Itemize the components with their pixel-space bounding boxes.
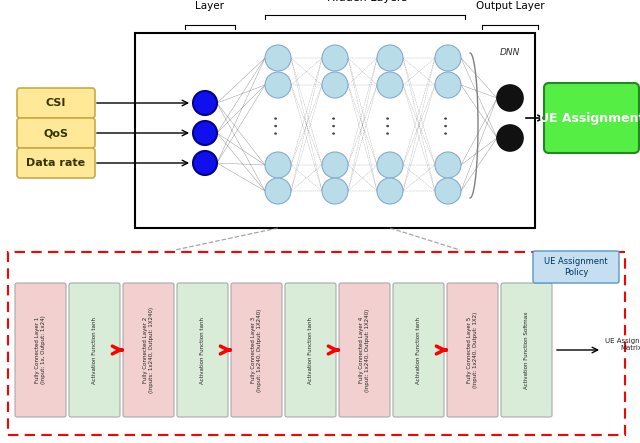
Text: Activation Function Softmax: Activation Function Softmax (524, 311, 529, 389)
FancyBboxPatch shape (135, 33, 535, 228)
Circle shape (265, 45, 291, 71)
Text: Activation Function tanh: Activation Function tanh (308, 316, 313, 384)
FancyBboxPatch shape (501, 283, 552, 417)
FancyBboxPatch shape (231, 283, 282, 417)
FancyBboxPatch shape (17, 88, 95, 118)
Text: UE Assignment
Matrix: UE Assignment Matrix (605, 338, 640, 351)
FancyBboxPatch shape (285, 283, 336, 417)
Circle shape (193, 91, 217, 115)
Circle shape (377, 45, 403, 71)
Text: Fully Connected Layer 1
(Input: 1x, Output: 1x24): Fully Connected Layer 1 (Input: 1x, Outp… (35, 315, 46, 385)
Text: Activation Function tanh: Activation Function tanh (200, 316, 205, 384)
Text: • • •: • • • (444, 115, 452, 135)
Circle shape (322, 72, 348, 98)
Text: Output Layer: Output Layer (476, 1, 544, 11)
Circle shape (377, 72, 403, 98)
Circle shape (193, 151, 217, 175)
Text: Fully Connected Layer 3
(Input: 1x240, Output: 1X240): Fully Connected Layer 3 (Input: 1x240, O… (251, 308, 262, 392)
Text: CSI: CSI (46, 98, 66, 108)
Text: Fully Connected Layer 2
(Inputs: 1x240, Output: 1X240): Fully Connected Layer 2 (Inputs: 1x240, … (143, 307, 154, 393)
Circle shape (497, 85, 523, 111)
FancyBboxPatch shape (447, 283, 498, 417)
Circle shape (435, 45, 461, 71)
FancyBboxPatch shape (339, 283, 390, 417)
FancyBboxPatch shape (533, 251, 619, 283)
Text: Hidden Layers: Hidden Layers (327, 0, 407, 3)
Circle shape (265, 178, 291, 204)
Circle shape (435, 178, 461, 204)
Text: Data rate: Data rate (26, 158, 86, 168)
FancyBboxPatch shape (544, 83, 639, 153)
Bar (8, 252, 625, 435)
Circle shape (265, 72, 291, 98)
Circle shape (377, 152, 403, 178)
Text: QoS: QoS (44, 128, 68, 138)
Circle shape (322, 152, 348, 178)
Text: Activation Function tanh: Activation Function tanh (92, 316, 97, 384)
FancyBboxPatch shape (15, 283, 66, 417)
Circle shape (193, 121, 217, 145)
Circle shape (377, 178, 403, 204)
Circle shape (497, 125, 523, 151)
Text: Activation Function tanh: Activation Function tanh (416, 316, 421, 384)
Text: • • •: • • • (330, 115, 339, 135)
FancyBboxPatch shape (69, 283, 120, 417)
FancyBboxPatch shape (177, 283, 228, 417)
Circle shape (265, 152, 291, 178)
Text: DNN: DNN (500, 48, 520, 57)
Text: Fully Connected Layer 5
(Input: 1x240, Output: 1X2): Fully Connected Layer 5 (Input: 1x240, O… (467, 312, 478, 388)
Text: UE Assignment
Policy: UE Assignment Policy (544, 257, 608, 277)
Circle shape (435, 72, 461, 98)
Text: UE Assignment: UE Assignment (539, 112, 640, 124)
Text: Fully Connected Layer 4
(Input: 1x240, Output: 1X240): Fully Connected Layer 4 (Input: 1x240, O… (359, 308, 370, 392)
FancyBboxPatch shape (17, 118, 95, 148)
Text: • • •: • • • (385, 115, 394, 135)
Circle shape (435, 152, 461, 178)
FancyBboxPatch shape (123, 283, 174, 417)
Circle shape (322, 178, 348, 204)
FancyBboxPatch shape (17, 148, 95, 178)
Circle shape (322, 45, 348, 71)
Text: Input
Layer: Input Layer (195, 0, 225, 11)
Text: • • •: • • • (273, 115, 282, 135)
FancyBboxPatch shape (393, 283, 444, 417)
